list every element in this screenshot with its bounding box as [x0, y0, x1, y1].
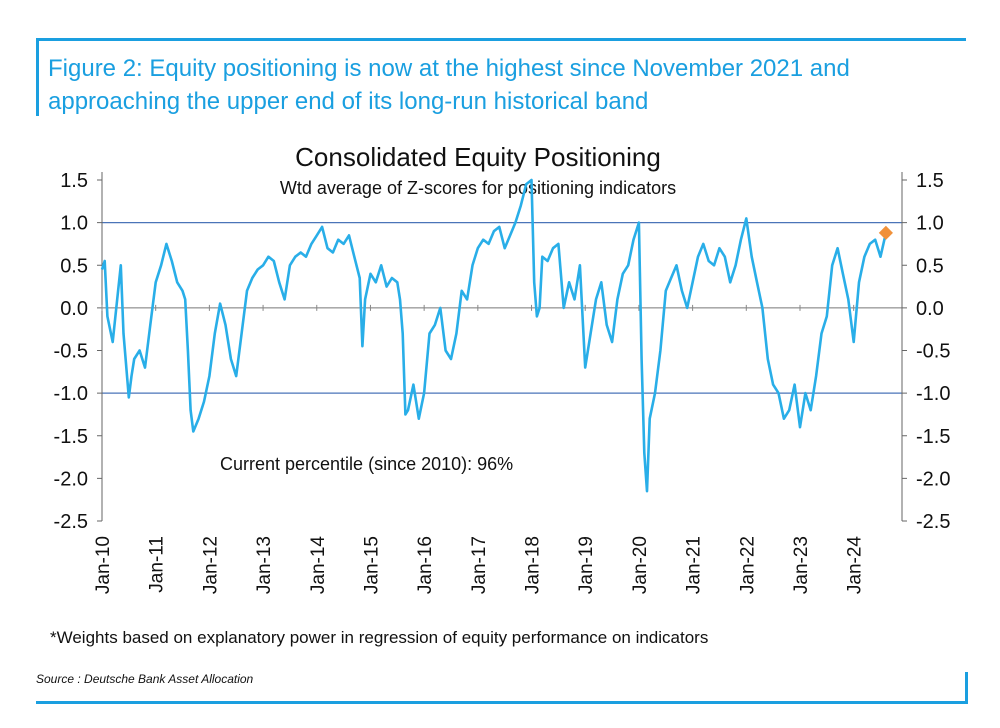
x-tick-label: Jan-17 — [469, 536, 490, 594]
x-tick-label: Jan-22 — [737, 536, 758, 594]
left-y-tick-label: 0.5 — [60, 255, 88, 277]
frame-top-border — [36, 38, 966, 41]
positioning-series-line — [100, 178, 888, 493]
x-tick-label: Jan-12 — [200, 536, 221, 594]
left-y-tick-label: -2.0 — [54, 468, 88, 490]
x-tick-label: Jan-13 — [254, 536, 275, 594]
x-tick-label: Jan-24 — [845, 536, 866, 595]
right-y-tick-label: 1.5 — [916, 170, 944, 192]
chart-subtitle: Wtd average of Z-scores for positioning … — [280, 178, 676, 198]
x-tick-label: Jan-11 — [147, 536, 168, 593]
right-y-tick-label: 0.0 — [916, 298, 944, 320]
left-y-tick-label: -0.5 — [54, 341, 88, 363]
right-y-tick-label: 1.0 — [916, 213, 944, 235]
percentile-annotation: Current percentile (since 2010): 96% — [220, 454, 513, 474]
right-y-tick-label: 0.5 — [916, 255, 944, 277]
x-tick-label: Jan-15 — [361, 536, 382, 594]
left-y-tick-label: -2.5 — [54, 511, 88, 533]
x-tick-label: Jan-19 — [576, 536, 597, 594]
source-note: Source : Deutsche Bank Asset Allocation — [36, 672, 254, 686]
right-y-tick-label: -1.0 — [916, 383, 950, 405]
right-y-tick-label: -2.5 — [916, 511, 950, 533]
right-y-tick-label: -2.0 — [916, 468, 950, 490]
x-tick-label: Jan-21 — [684, 536, 705, 594]
x-tick-label: Jan-10 — [93, 536, 114, 594]
frame-right-border — [965, 672, 968, 704]
x-tick-label: Jan-20 — [630, 536, 651, 594]
current-value-marker — [878, 225, 893, 240]
weights-footnote: *Weights based on explanatory power in r… — [50, 628, 709, 647]
left-y-tick-label: 1.0 — [60, 213, 88, 235]
frame-left-border — [36, 38, 39, 116]
left-y-tick-label: 0.0 — [60, 298, 88, 320]
chart-title: Consolidated Equity Positioning — [295, 142, 661, 172]
x-tick-label: Jan-18 — [523, 536, 544, 594]
figure-title: Figure 2: Equity positioning is now at t… — [48, 55, 850, 115]
x-tick-label: Jan-14 — [308, 536, 329, 595]
x-tick-label: Jan-23 — [791, 536, 812, 594]
x-tick-label: Jan-16 — [415, 536, 436, 594]
positioning-chart: Consolidated Equity Positioning Wtd aver… — [54, 142, 951, 595]
right-y-tick-label: -1.5 — [916, 426, 950, 448]
left-y-tick-label: 1.5 — [60, 170, 88, 192]
frame-bottom-border — [36, 701, 968, 704]
right-y-tick-label: -0.5 — [916, 341, 950, 363]
left-y-tick-label: -1.5 — [54, 426, 88, 448]
left-y-tick-label: -1.0 — [54, 383, 88, 405]
